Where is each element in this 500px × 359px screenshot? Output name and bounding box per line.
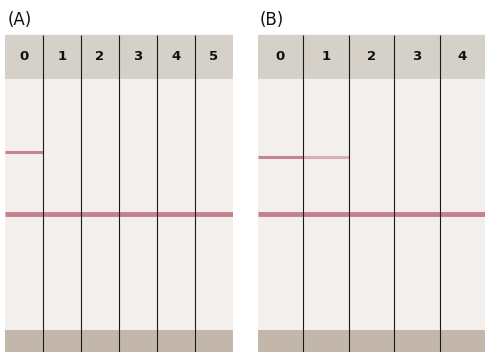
Bar — [258, 330, 485, 352]
Bar — [258, 35, 485, 79]
Bar — [5, 79, 232, 352]
Text: 4: 4 — [171, 51, 180, 64]
Text: 3: 3 — [133, 51, 142, 64]
Bar — [258, 79, 485, 352]
Text: 2: 2 — [366, 51, 376, 64]
Text: (B): (B) — [260, 11, 284, 29]
Text: 0: 0 — [20, 51, 28, 64]
Bar — [5, 35, 232, 79]
Text: 3: 3 — [412, 51, 422, 64]
Text: 1: 1 — [58, 51, 66, 64]
Text: (A): (A) — [8, 11, 32, 29]
Text: 5: 5 — [209, 51, 218, 64]
Text: 0: 0 — [276, 51, 285, 64]
Text: 4: 4 — [458, 51, 467, 64]
Bar — [5, 330, 232, 352]
Text: 2: 2 — [95, 51, 104, 64]
Text: 1: 1 — [321, 51, 330, 64]
